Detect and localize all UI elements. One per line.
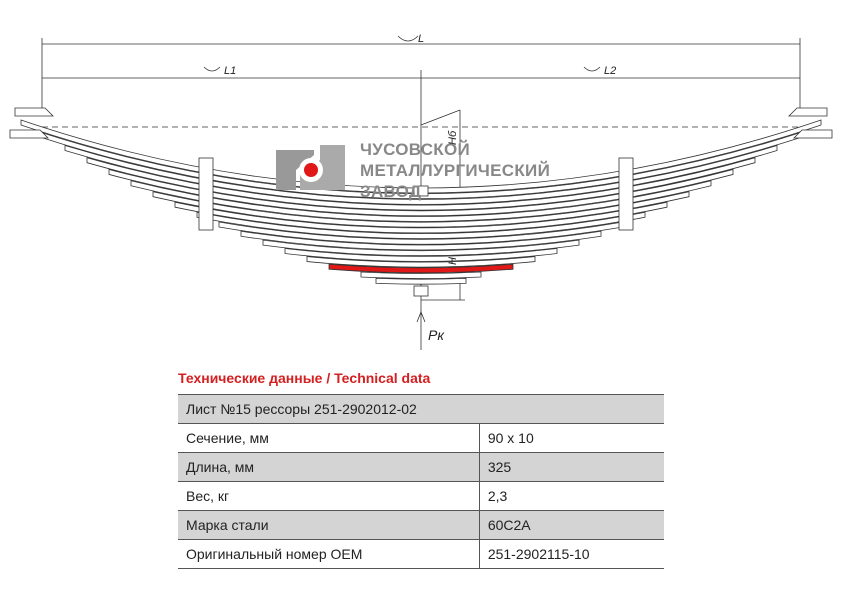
- cell: 60С2А: [478, 510, 664, 540]
- cell: 90 x 10: [478, 423, 664, 453]
- leaf: [174, 201, 668, 234]
- cell: 325: [478, 452, 664, 482]
- leaf: [618, 157, 634, 231]
- cell: Длина, мм: [178, 452, 480, 482]
- leaf: [64, 144, 778, 205]
- cell: Оригинальный номер OEM: [178, 539, 480, 569]
- leaf: [788, 107, 833, 139]
- cell: Вес, кг: [178, 481, 480, 511]
- logo-line: МЕТАЛЛУРГИЧЕСКИЙ: [360, 161, 550, 180]
- cell: 2,3: [478, 481, 664, 511]
- dim-hb: Hб: [447, 130, 459, 145]
- dim-l1: L1: [224, 65, 236, 77]
- leaf: [413, 285, 429, 297]
- table-header: Лист №15 рессоры 251-2902012-02: [178, 394, 664, 424]
- leaf: [284, 248, 558, 262]
- cell: Сечение, мм: [178, 423, 480, 453]
- leaf: [306, 256, 536, 268]
- spec-table: Лист №15 рессоры 251-2902012-02 Сечение,…: [178, 394, 664, 569]
- leaf: [413, 185, 429, 197]
- dim-load: Pк: [428, 327, 445, 343]
- leaf: [328, 263, 514, 274]
- dim-h: H: [447, 257, 459, 265]
- leaf: [375, 277, 467, 285]
- leaf: [9, 107, 54, 139]
- logo: ЧУСОВСКОЙ МЕТАЛЛУРГИЧЕСКИЙ ЗАВОД: [276, 140, 550, 201]
- table-title: Технические данные / Technical data: [178, 370, 431, 386]
- dim-l2: L2: [604, 65, 616, 77]
- leaf: [152, 191, 690, 228]
- leaf: [86, 157, 756, 211]
- logo-line: ЧУСОВСКОЙ: [360, 140, 470, 159]
- leaf: [360, 271, 482, 279]
- dim-l: L: [418, 33, 424, 45]
- leaf: [198, 157, 214, 231]
- leaf: [262, 239, 580, 257]
- leaf: [240, 230, 602, 251]
- logo-line: ЗАВОД: [360, 182, 421, 201]
- spring-drawing: L L1 L2 H Hб Pк ЧУСОВСКОЙ МЕТАЛЛУРГИЧЕСК…: [9, 33, 833, 350]
- leaf: [196, 211, 646, 239]
- leaf: [130, 180, 712, 222]
- cell: Марка стали: [178, 510, 480, 540]
- leaf: [108, 168, 734, 217]
- cell: 251-2902115-10: [478, 539, 664, 569]
